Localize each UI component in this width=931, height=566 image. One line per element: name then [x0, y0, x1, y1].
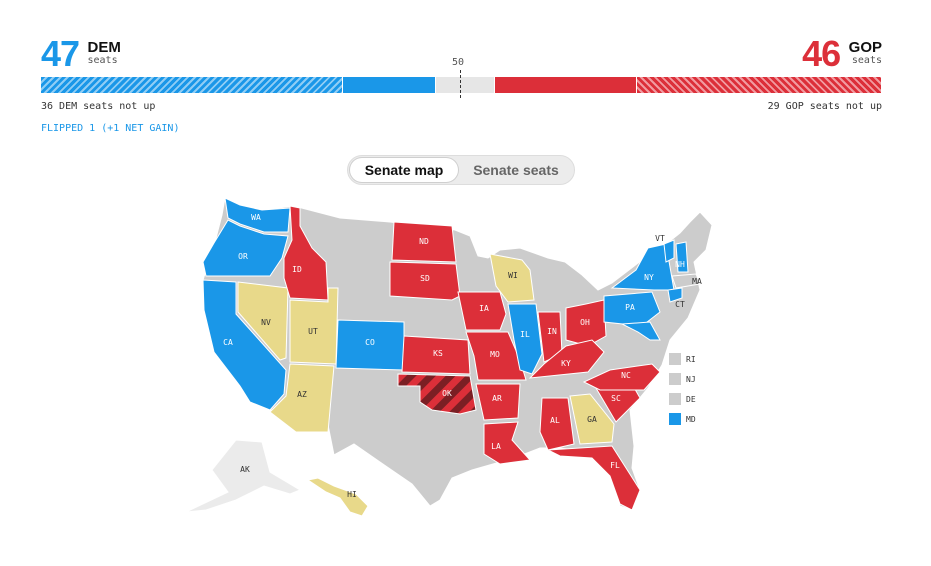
state-label-sd: SD [420, 274, 430, 283]
state-label-wi: WI [508, 271, 518, 280]
state-ks[interactable] [401, 335, 471, 375]
state-pa[interactable] [603, 291, 661, 327]
state-mo[interactable] [465, 331, 527, 381]
state-label-ca: CA [223, 338, 233, 347]
state-label-sc: SC [611, 394, 621, 403]
state-label-ia: IA [479, 304, 489, 313]
state-la[interactable] [483, 421, 532, 465]
state-al[interactable] [539, 397, 575, 451]
dem-party-name: DEM [87, 39, 121, 56]
state-label-az: AZ [297, 390, 307, 399]
dem-won-segment [343, 77, 435, 93]
state-ut[interactable] [289, 287, 339, 365]
flipped-note: FLIPPED 1 (+1 NET GAIN) [41, 123, 180, 134]
state-label-nc: NC [621, 371, 631, 380]
gop-party-name: GOP [848, 39, 882, 56]
gop-tally: 46 GOP seats [802, 36, 882, 76]
state-label-mo: MO [490, 350, 500, 359]
gop-seats-label: seats [851, 55, 882, 66]
state-wa[interactable] [224, 197, 291, 233]
state-nh[interactable] [675, 241, 689, 273]
state-fl[interactable] [546, 445, 641, 511]
state-ca[interactable] [202, 279, 287, 411]
state-label-nh: NH [675, 260, 685, 269]
state-label-co: CO [365, 338, 375, 347]
state-label-id: ID [292, 265, 302, 274]
state-label-ky: KY [561, 359, 571, 368]
small-state-label-nj: NJ [686, 375, 696, 384]
state-label-ut: UT [308, 327, 318, 336]
state-label-ks: KS [433, 349, 443, 358]
state-label-oh: OH [580, 318, 590, 327]
state-label-or: OR [238, 252, 248, 261]
uncalled-segment [435, 77, 494, 93]
state-label-ny: NY [644, 273, 654, 282]
state-hi[interactable] [306, 477, 369, 517]
gop-won-segment [494, 77, 637, 93]
state-label-ar: AR [492, 394, 502, 403]
state-label-wa: WA [251, 213, 261, 222]
dem-seat-count: 47 [41, 33, 80, 74]
state-sd[interactable] [389, 261, 461, 301]
small-state-label-de: DE [686, 395, 696, 404]
view-toggle: Senate map Senate seats [347, 155, 575, 185]
small-state-box-nj[interactable] [669, 373, 681, 385]
state-label-al: AL [550, 416, 560, 425]
majority-line [460, 70, 461, 98]
state-il[interactable] [507, 303, 543, 375]
tab-senate-seats[interactable]: Senate seats [473, 162, 559, 178]
state-label-ct: CT [675, 300, 685, 309]
state-or[interactable] [202, 219, 289, 277]
state-ma[interactable] [671, 273, 701, 289]
state-ar[interactable] [475, 383, 521, 421]
gop-not-up-note: 29 GOP seats not up [767, 101, 882, 112]
seat-balance-bar [41, 77, 881, 93]
state-label-fl: FL [610, 461, 620, 470]
state-nd[interactable] [391, 221, 457, 263]
majority-label: 50 [452, 57, 465, 68]
small-state-label-md: MD [686, 415, 696, 424]
state-oh[interactable] [565, 299, 607, 347]
small-state-box-ri[interactable] [669, 353, 681, 365]
state-wi[interactable] [489, 253, 535, 303]
dem-not-up-note: 36 DEM seats not up [41, 101, 156, 112]
state-nv[interactable] [237, 281, 289, 361]
state-az[interactable] [269, 363, 335, 433]
state-label-il: IL [520, 330, 530, 339]
state-ct[interactable] [667, 287, 683, 303]
state-vt[interactable] [663, 239, 675, 263]
dem-party-block: DEM seats [88, 40, 121, 67]
tab-senate-map[interactable]: Senate map [350, 158, 458, 182]
state-label-nd: ND [419, 237, 429, 246]
state-label-la: LA [491, 442, 501, 451]
dem-seats-label: seats [87, 55, 118, 66]
state-label-ga: GA [587, 415, 597, 424]
dem-tally: 47 DEM seats [41, 36, 121, 76]
small-states-legend: RI NJ DE MD [669, 353, 696, 425]
state-nc[interactable] [582, 363, 661, 391]
state-ia[interactable] [457, 291, 507, 331]
state-md[interactable] [620, 321, 661, 341]
small-state-label-ri: RI [686, 355, 696, 364]
state-ky[interactable] [528, 339, 605, 379]
gop-not-up-segment [637, 77, 881, 93]
gop-party-block: GOP seats [849, 40, 882, 67]
state-label-ak: AK [240, 465, 250, 474]
state-label-in: IN [547, 327, 557, 336]
state-label-ma: MA [692, 277, 702, 286]
state-label-ok: OK [442, 389, 452, 398]
small-state-box-md[interactable] [669, 413, 681, 425]
state-ok[interactable] [397, 373, 477, 415]
state-ak[interactable] [185, 439, 302, 513]
small-state-box-de[interactable] [669, 393, 681, 405]
state-label-hi: HI [347, 490, 357, 499]
state-label-nv: NV [261, 318, 271, 327]
state-label-vt: VT [655, 234, 665, 243]
dem-not-up-segment [41, 77, 343, 93]
state-ga[interactable] [569, 393, 615, 445]
gop-seat-count: 46 [802, 33, 841, 74]
state-label-pa: PA [625, 303, 635, 312]
